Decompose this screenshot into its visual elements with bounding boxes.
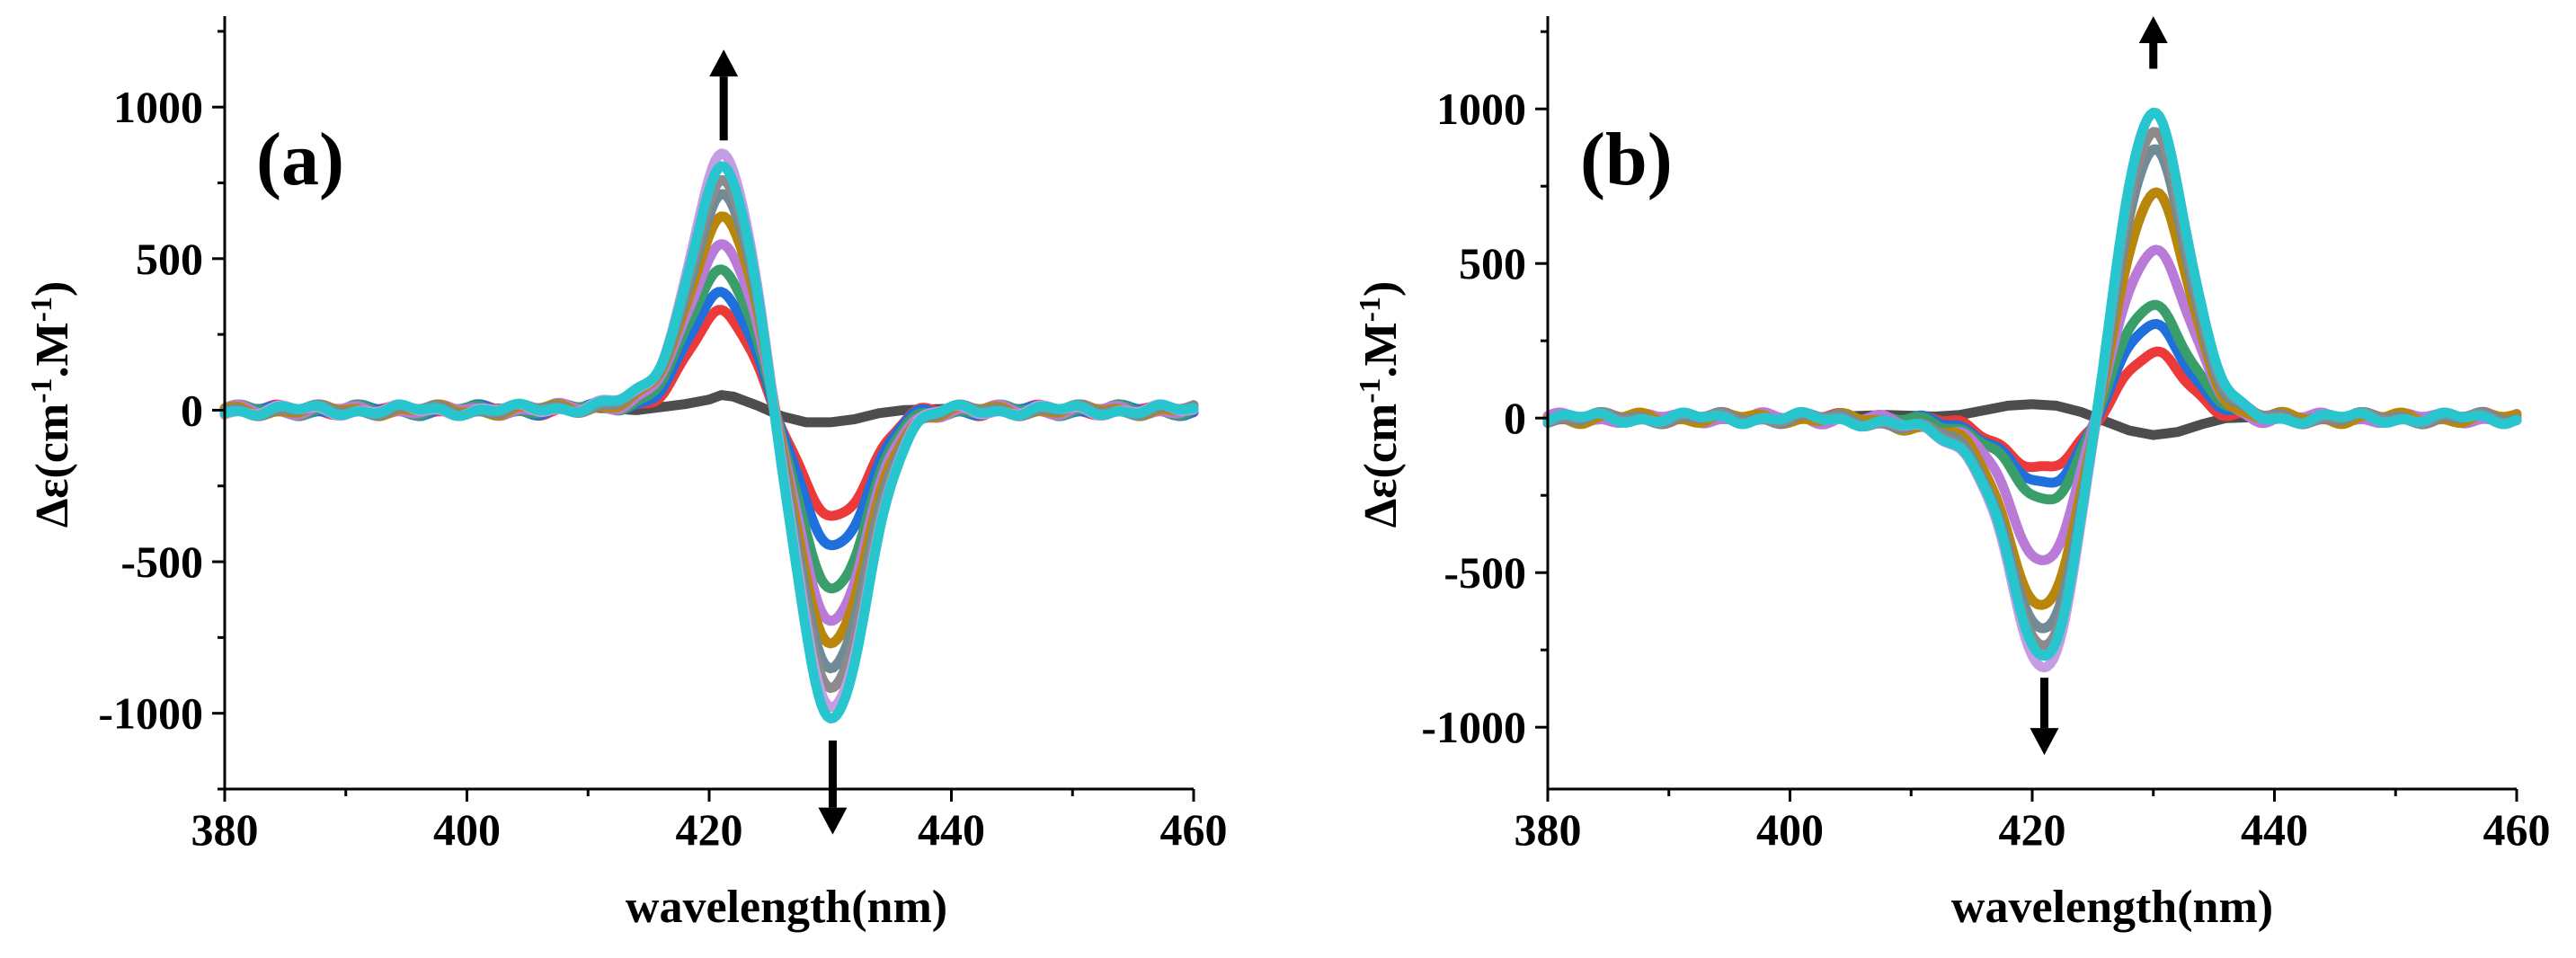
y-tick-label: 500 <box>136 234 203 284</box>
series-line-s8 <box>1542 107 2522 673</box>
y-tick-label: 1000 <box>1436 84 1526 134</box>
tick-group-b: 380 400 420 440 460 -1000 -500 0 500 1000 <box>1421 30 2551 855</box>
x-tick-label: 400 <box>1756 804 1824 855</box>
x-axis-title-a: wavelength(nm) <box>626 882 947 933</box>
series-line-s9 <box>1542 107 2522 661</box>
x-tick-label: 440 <box>2241 804 2308 855</box>
chart-panel-a: 380 400 420 440 460 -1000 -500 0 500 1000 (a) wav… <box>25 16 1228 933</box>
x-tick-label: 380 <box>1515 804 1582 855</box>
x-tick-label: 400 <box>433 804 501 855</box>
axis-lines <box>223 16 1194 791</box>
series-group-a <box>219 148 1199 723</box>
y-tick-label: -1000 <box>1421 702 1526 752</box>
series-line-s7 <box>1542 127 2522 651</box>
panel-label-a: (a) <box>256 118 344 201</box>
x-tick-label: 420 <box>676 804 743 855</box>
arrow-head-up <box>2138 16 2168 43</box>
chart-panel-b: 380 400 420 440 460 -1000 -500 0 500 1000 (b) wav… <box>1354 16 2551 933</box>
x-axis-title-b: wavelength(nm) <box>1951 882 2273 933</box>
arrow-head-down <box>818 807 848 835</box>
arrow-head-up <box>709 49 739 77</box>
x-tick-label: 420 <box>1999 804 2066 855</box>
arrow-head-down <box>2030 728 2059 756</box>
tick-group-a: 380 400 420 440 460 -1000 -500 0 500 1000 <box>98 30 1228 855</box>
y-axis-title-b: Δε(cm-1.M-1) <box>1354 281 1408 528</box>
x-tick-label: 380 <box>191 804 259 855</box>
series-group-b <box>1542 107 2522 673</box>
y-tick-label: 500 <box>1459 238 1526 288</box>
y-axis-title-a: Δε(cm-1.M-1) <box>25 281 79 528</box>
arrow-group-a <box>709 49 848 835</box>
y-tick-label: -1000 <box>98 688 203 739</box>
y-tick-label: 0 <box>181 385 203 435</box>
arrow-group-b <box>2030 16 2168 756</box>
x-tick-label: 440 <box>918 804 985 855</box>
panel-label-b: (b) <box>1580 118 1673 201</box>
y-tick-label: 1000 <box>113 82 203 132</box>
series-line-s9 <box>219 161 1199 723</box>
y-tick-label: 0 <box>1504 393 1526 443</box>
y-tick-label: -500 <box>1443 547 1526 598</box>
axis-lines <box>1546 16 2517 791</box>
x-tick-label: 460 <box>2483 804 2551 855</box>
series-line-s5 <box>1542 187 2522 610</box>
x-tick-label: 460 <box>1160 804 1228 855</box>
y-tick-label: -500 <box>120 537 203 587</box>
